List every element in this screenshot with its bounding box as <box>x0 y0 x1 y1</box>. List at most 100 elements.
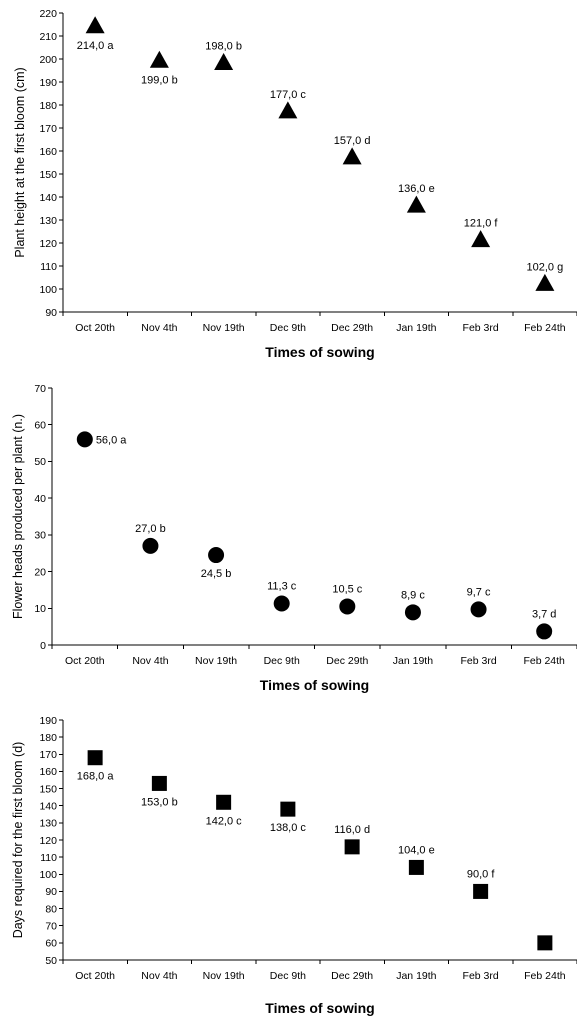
y-tick-label: 50 <box>45 955 57 967</box>
y-tick-label: 110 <box>40 852 57 864</box>
data-label: 3,7 d <box>532 608 556 620</box>
chart-2: 0 10 20 30 40 50 60 70 Oct 20th Nov 4th Nov 19th De… <box>11 383 577 693</box>
data-label: 56,0 a <box>96 434 127 446</box>
x-tick-label: Nov 19th <box>203 970 245 982</box>
x-tick-label: Oct 20th <box>75 970 115 982</box>
circle-marker <box>208 547 225 564</box>
triangle-marker <box>471 230 491 248</box>
x-tick-label: Nov 4th <box>141 970 177 982</box>
triangle-marker <box>406 195 426 213</box>
y-tick-label: 190 <box>39 715 57 727</box>
data-label: 11,3 c <box>267 581 297 593</box>
triangle-marker <box>278 101 298 119</box>
chart-1: 90 100 110 120 130 140 150 160 170 180 190 200 210 22… <box>13 8 577 360</box>
circle-marker <box>142 537 159 554</box>
data-label: 27,0 b <box>135 523 166 535</box>
y-tick-label: 50 <box>34 456 46 468</box>
circle-marker <box>339 598 356 615</box>
y-tick-label: 140 <box>39 801 57 813</box>
y-tick-label: 20 <box>34 566 46 578</box>
square-marker <box>280 801 296 817</box>
y-tick-label: 10 <box>34 603 46 615</box>
x-tick-label: Nov 19th <box>203 322 245 334</box>
data-label: 214,0 a <box>77 40 115 52</box>
x-tick-label: Jan 19th <box>396 322 436 334</box>
square-marker <box>408 859 424 875</box>
y-tick-label: 170 <box>39 749 57 761</box>
x-tick-label: Nov 4th <box>141 322 177 334</box>
y-tick-label: 100 <box>39 284 57 296</box>
x-tick-label: Oct 20th <box>65 655 105 667</box>
y-tick-label: 130 <box>39 215 57 227</box>
data-label: 177,0 c <box>270 89 307 101</box>
charts-container: 9010011012013014015016017018019020021022… <box>11 8 577 1016</box>
data-label: 90,0 f <box>467 868 495 880</box>
y-tick-label: 60 <box>45 938 57 950</box>
y-tick-label: 100 <box>39 869 57 881</box>
y-tick-label: 170 <box>39 123 57 135</box>
data-label: 10,5 c <box>332 583 362 595</box>
triangle-marker <box>342 147 362 165</box>
y-tick-label: 150 <box>39 169 57 181</box>
circle-marker <box>536 623 553 640</box>
y-tick-label: 220 <box>39 8 57 20</box>
y-tick-label: 160 <box>39 146 57 158</box>
y-tick-label: 200 <box>39 54 57 66</box>
y-tick-label: 70 <box>45 921 57 933</box>
chart-3: 50 60 70 80 90 100 110 120 130 140 150 160 170 180 190… <box>11 715 577 1016</box>
data-label: 153,0 b <box>141 796 178 808</box>
x-tick-label: Feb 3rd <box>463 322 499 334</box>
circle-marker <box>404 604 421 621</box>
y-tick-label: 210 <box>39 31 57 43</box>
x-axis-title: Times of sowing <box>265 344 374 360</box>
y-tick-label: 190 <box>39 77 57 89</box>
x-axis-title: Times of sowing <box>265 1000 374 1016</box>
y-tick-label: 60 <box>34 420 46 432</box>
x-tick-label: Jan 19th <box>393 655 433 667</box>
triangle-marker <box>214 53 234 71</box>
x-tick-label: Feb 3rd <box>460 655 496 667</box>
data-label: 168,0 a <box>77 771 115 783</box>
x-axis-title: Times of sowing <box>260 677 369 693</box>
y-tick-label: 120 <box>39 835 57 847</box>
x-tick-label: Dec 9th <box>270 970 306 982</box>
y-tick-label: 40 <box>34 493 46 505</box>
data-label: 198,0 b <box>205 41 242 53</box>
x-tick-label: Oct 20th <box>75 322 115 334</box>
data-label: 8,9 c <box>401 589 425 601</box>
x-tick-label: Nov 4th <box>132 655 168 667</box>
square-marker <box>151 775 167 791</box>
data-label: 136,0 e <box>398 183 435 195</box>
y-tick-label: 80 <box>45 903 57 915</box>
y-tick-label: 110 <box>40 261 57 273</box>
y-tick-label: 130 <box>39 818 57 830</box>
x-tick-label: Dec 29th <box>331 970 373 982</box>
y-tick-label: 30 <box>34 530 46 542</box>
x-tick-label: Nov 19th <box>195 655 237 667</box>
y-tick-label: 120 <box>39 238 57 250</box>
y-tick-label: 160 <box>39 766 57 778</box>
circle-marker <box>76 431 93 448</box>
circle-marker <box>470 601 487 618</box>
x-tick-label: Feb 24th <box>524 322 566 334</box>
y-tick-label: 180 <box>39 732 57 744</box>
circle-marker <box>273 595 290 612</box>
y-tick-label: 70 <box>34 383 46 395</box>
y-axis-title: Flower heads produced per plant (n.) <box>11 414 25 619</box>
square-marker <box>473 883 489 899</box>
square-marker <box>344 839 360 855</box>
y-axis-title: Plant height at the first bloom (cm) <box>13 67 27 257</box>
x-tick-label: Dec 9th <box>270 322 306 334</box>
square-marker <box>537 935 553 951</box>
y-tick-label: 150 <box>39 783 57 795</box>
triangle-marker <box>149 50 169 68</box>
y-tick-label: 0 <box>40 640 46 652</box>
data-label: 142,0 c <box>206 815 243 827</box>
x-tick-label: Feb 3rd <box>463 970 499 982</box>
x-tick-label: Feb 24th <box>524 970 566 982</box>
x-tick-label: Dec 29th <box>326 655 368 667</box>
x-tick-label: Dec 9th <box>264 655 300 667</box>
data-label: 116,0 d <box>334 824 370 836</box>
triangle-marker <box>535 273 555 291</box>
